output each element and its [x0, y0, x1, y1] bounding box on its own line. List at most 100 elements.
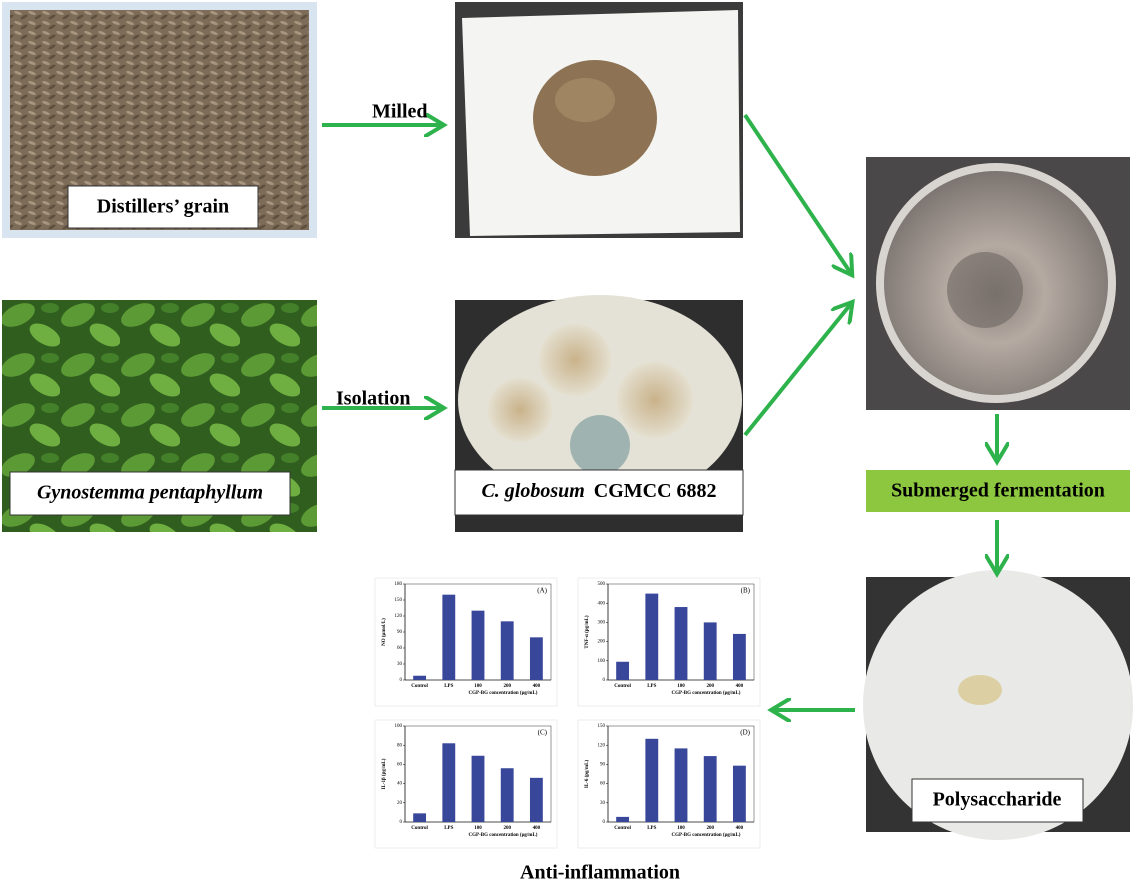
bar: [471, 755, 485, 822]
y-tick-label: 30: [600, 801, 606, 806]
x-tick-label: Control: [614, 684, 631, 689]
mini-chart: 0 30 60 90 120 150 180 Control LPS 100 200 400 CGP-B…: [374, 577, 558, 707]
panel-label: (C): [538, 729, 548, 737]
y-tick-label: 60: [397, 646, 403, 651]
y-tick-label: 0: [603, 678, 606, 683]
bar: [529, 637, 543, 680]
bar: [616, 661, 630, 680]
bar: [616, 816, 630, 822]
isolation-label: Isolation: [336, 388, 410, 410]
powder-photo: [455, 2, 743, 238]
chart-frame: [577, 719, 761, 849]
culture-label: C. globosum CGMCC 6882: [481, 480, 716, 502]
x-tick-label: 100: [677, 684, 685, 689]
x-axis-label: CGP-BG concentration (μg/mL): [672, 833, 741, 838]
y-tick-label: 80: [397, 743, 403, 748]
x-tick-label: 200: [706, 826, 714, 831]
culture-photo: C. globosum CGMCC 6882: [454, 295, 744, 532]
x-tick-label: Control: [411, 684, 428, 689]
x-tick-label: 100: [474, 684, 482, 689]
y-tick-label: 150: [395, 598, 403, 603]
y-tick-label: 200: [598, 640, 606, 645]
bar: [500, 621, 514, 680]
strain: CGMCC 6882: [594, 480, 717, 502]
x-axis-label: CGP-BG concentration (μg/mL): [469, 691, 538, 696]
product-label: Polysaccharide: [933, 789, 1062, 811]
product-photo: Polysaccharide: [863, 570, 1133, 840]
species: C. globosum: [481, 480, 584, 502]
y-tick-label: 40: [397, 782, 403, 787]
panel-label: (A): [537, 587, 547, 595]
y-tick-label: 300: [598, 621, 606, 626]
bar: [703, 756, 717, 822]
y-tick-label: 90: [397, 630, 403, 635]
mini-chart: 0 20 40 60 80 100 Control LPS 100 200 400 CGP-BG co…: [374, 719, 558, 849]
bar: [732, 633, 746, 680]
y-tick-label: 90: [600, 763, 606, 768]
y-axis-label: IL-1β (pg/mL): [382, 758, 387, 789]
fermentation-box: [866, 470, 1130, 512]
y-axis-label: NO (μmol/L): [382, 618, 387, 646]
panel-label: (B): [741, 587, 751, 595]
x-tick-label: 200: [706, 684, 714, 689]
x-tick-label: 200: [503, 826, 511, 831]
y-tick-label: 30: [397, 662, 403, 667]
arrow: [743, 113, 850, 272]
bar: [674, 748, 688, 822]
grain-photo: Distillers’ grain: [2, 2, 317, 238]
x-axis-label: CGP-BG concentration (μg/mL): [469, 833, 538, 838]
fermentation-label: Submerged fermentation: [891, 480, 1105, 502]
x-tick-label: 100: [677, 826, 685, 831]
x-tick-label: LPS: [647, 684, 656, 689]
bar: [529, 777, 543, 822]
bar: [732, 765, 746, 822]
x-tick-label: Control: [411, 826, 428, 831]
x-tick-label: 400: [533, 684, 541, 689]
plant-photo: Gynostemma pentaphyllum: [2, 300, 317, 532]
grain-label: Distillers’ grain: [97, 196, 229, 218]
dish-photo: [866, 157, 1130, 410]
x-tick-label: 400: [533, 826, 541, 831]
arrow: [743, 305, 850, 437]
x-tick-label: LPS: [444, 684, 453, 689]
y-tick-label: 150: [598, 724, 606, 729]
bar: [442, 743, 456, 822]
y-tick-label: 120: [395, 614, 403, 619]
bar: [500, 768, 514, 822]
plant-label: Gynostemma pentaphyllum: [37, 482, 263, 504]
x-tick-label: LPS: [647, 826, 656, 831]
arrows: [322, 115, 997, 710]
bar: [645, 738, 659, 822]
x-tick-label: 200: [503, 684, 511, 689]
x-tick-label: 400: [736, 826, 744, 831]
y-tick-label: 0: [603, 820, 606, 825]
x-tick-label: LPS: [444, 826, 453, 831]
chart-frame: [374, 577, 558, 707]
bar: [471, 610, 485, 680]
y-tick-label: 60: [397, 763, 403, 768]
bar: [413, 675, 427, 680]
bar: [442, 594, 456, 680]
x-axis-label: CGP-BG concentration (μg/mL): [672, 691, 741, 696]
bar: [703, 622, 717, 680]
mini-chart: 0 30 60 90 120 150 Control LPS 100 200 400 CGP-BG c…: [577, 719, 761, 849]
y-tick-label: 180: [395, 582, 403, 587]
bar: [674, 607, 688, 680]
x-tick-label: 100: [474, 826, 482, 831]
bar: [413, 813, 427, 822]
x-tick-label: 400: [736, 684, 744, 689]
x-tick-label: Control: [614, 826, 631, 831]
y-tick-label: 20: [397, 801, 403, 806]
y-tick-label: 100: [395, 724, 403, 729]
outcome-label: Anti-inflammation: [520, 862, 680, 884]
milled-label: Milled: [372, 101, 428, 123]
y-tick-label: 500: [598, 582, 606, 587]
y-tick-label: 400: [598, 601, 606, 606]
chart-frame: [577, 577, 761, 707]
y-axis-label: IL-6 (pg/mL): [585, 760, 590, 789]
y-tick-label: 0: [400, 820, 403, 825]
y-tick-label: 100: [598, 659, 606, 664]
